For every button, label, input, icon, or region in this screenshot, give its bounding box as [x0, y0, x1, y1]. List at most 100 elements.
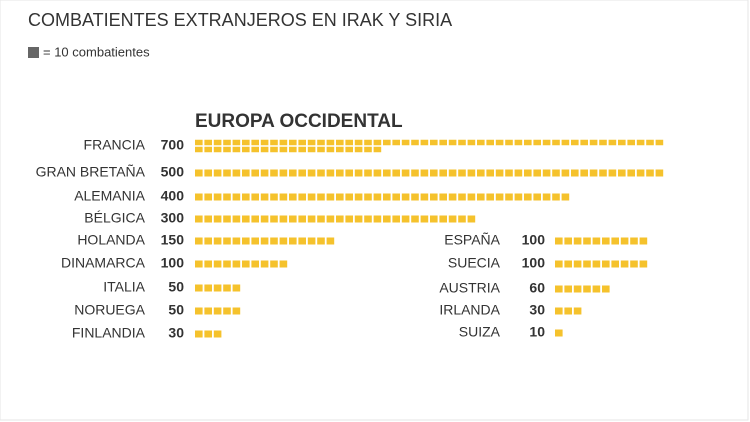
unit-square	[289, 169, 297, 177]
unit-square	[223, 215, 231, 223]
value-label: 100	[522, 255, 546, 271]
unit-square	[289, 237, 297, 245]
unit-square	[326, 146, 335, 153]
unit-square	[195, 146, 203, 153]
unit-square	[477, 139, 485, 146]
unit-square	[448, 169, 457, 177]
unit-square	[270, 169, 278, 177]
unit-square	[204, 307, 212, 315]
unit-square	[542, 169, 551, 177]
unit-square	[533, 193, 541, 201]
value-label: 400	[161, 188, 185, 204]
unit-square	[317, 215, 325, 223]
unit-square	[505, 139, 513, 146]
unit-square	[411, 169, 419, 177]
unit-square	[401, 193, 410, 201]
unit-square	[223, 307, 231, 315]
unit-square	[542, 193, 551, 201]
unit-square	[411, 139, 419, 146]
country-label: FRANCIA	[84, 137, 146, 153]
unit-square	[204, 330, 212, 338]
unit-square	[524, 193, 532, 201]
unit-square	[260, 260, 269, 268]
unit-square	[317, 193, 325, 201]
unit-square	[620, 260, 629, 268]
unit-square	[251, 146, 259, 153]
unit-square	[646, 169, 654, 177]
unit-square	[213, 284, 222, 292]
unit-square	[345, 193, 353, 201]
unit-square	[571, 139, 579, 146]
unit-square	[401, 169, 410, 177]
unit-square	[195, 237, 203, 245]
value-label: 300	[161, 210, 185, 226]
unit-square	[270, 139, 278, 146]
unit-square	[223, 237, 231, 245]
unit-square	[223, 284, 231, 292]
unit-square	[505, 169, 513, 177]
unit-square	[564, 307, 572, 315]
pictogram-bar	[195, 169, 664, 177]
unit-square	[232, 169, 241, 177]
unit-square	[533, 139, 541, 146]
unit-square	[573, 307, 582, 315]
country-label: ITALIA	[103, 279, 145, 295]
unit-square	[564, 237, 572, 245]
country-label: ALEMANIA	[74, 188, 145, 204]
unit-square	[345, 169, 353, 177]
unit-square	[260, 139, 269, 146]
unit-square	[592, 237, 601, 245]
unit-square	[555, 307, 563, 315]
unit-square	[354, 215, 363, 223]
country-label: AUSTRIA	[439, 280, 500, 296]
unit-square	[204, 260, 212, 268]
unit-square	[251, 193, 259, 201]
unit-square	[232, 193, 241, 201]
unit-square	[279, 169, 288, 177]
unit-square	[571, 169, 579, 177]
unit-square	[204, 284, 212, 292]
unit-square	[564, 260, 572, 268]
unit-square	[514, 169, 523, 177]
unit-square	[213, 307, 222, 315]
unit-square	[289, 193, 297, 201]
unit-square	[260, 169, 269, 177]
value-label: 100	[161, 255, 185, 271]
unit-square	[430, 215, 438, 223]
unit-square	[533, 169, 541, 177]
unit-square	[307, 237, 316, 245]
unit-square	[555, 260, 563, 268]
unit-square	[420, 139, 429, 146]
unit-square	[458, 139, 466, 146]
unit-square	[242, 193, 250, 201]
unit-square	[260, 215, 269, 223]
unit-square	[260, 193, 269, 201]
legend-label: = 10 combatientes	[43, 44, 150, 59]
value-label: 60	[529, 280, 545, 296]
unit-square	[364, 215, 372, 223]
unit-square	[636, 169, 645, 177]
unit-square	[213, 237, 222, 245]
unit-square	[195, 260, 203, 268]
unit-square	[467, 139, 476, 146]
unit-square	[279, 139, 288, 146]
unit-square	[307, 146, 316, 153]
unit-square	[401, 139, 410, 146]
country-label: GRAN BRETAÑA	[36, 164, 146, 180]
unit-square	[583, 285, 591, 293]
country-label: SUECIA	[448, 255, 501, 271]
unit-square	[439, 193, 447, 201]
pictogram-bar	[195, 260, 288, 268]
unit-square	[439, 139, 447, 146]
unit-square	[477, 169, 485, 177]
unit-square	[270, 260, 278, 268]
section-title: EUROPA OCCIDENTAL	[195, 111, 403, 132]
unit-square	[589, 139, 598, 146]
value-label: 30	[529, 302, 545, 318]
unit-square	[524, 169, 532, 177]
unit-square	[345, 215, 353, 223]
pictogram-bar	[555, 307, 582, 315]
unit-square	[401, 215, 410, 223]
unit-square	[279, 260, 288, 268]
